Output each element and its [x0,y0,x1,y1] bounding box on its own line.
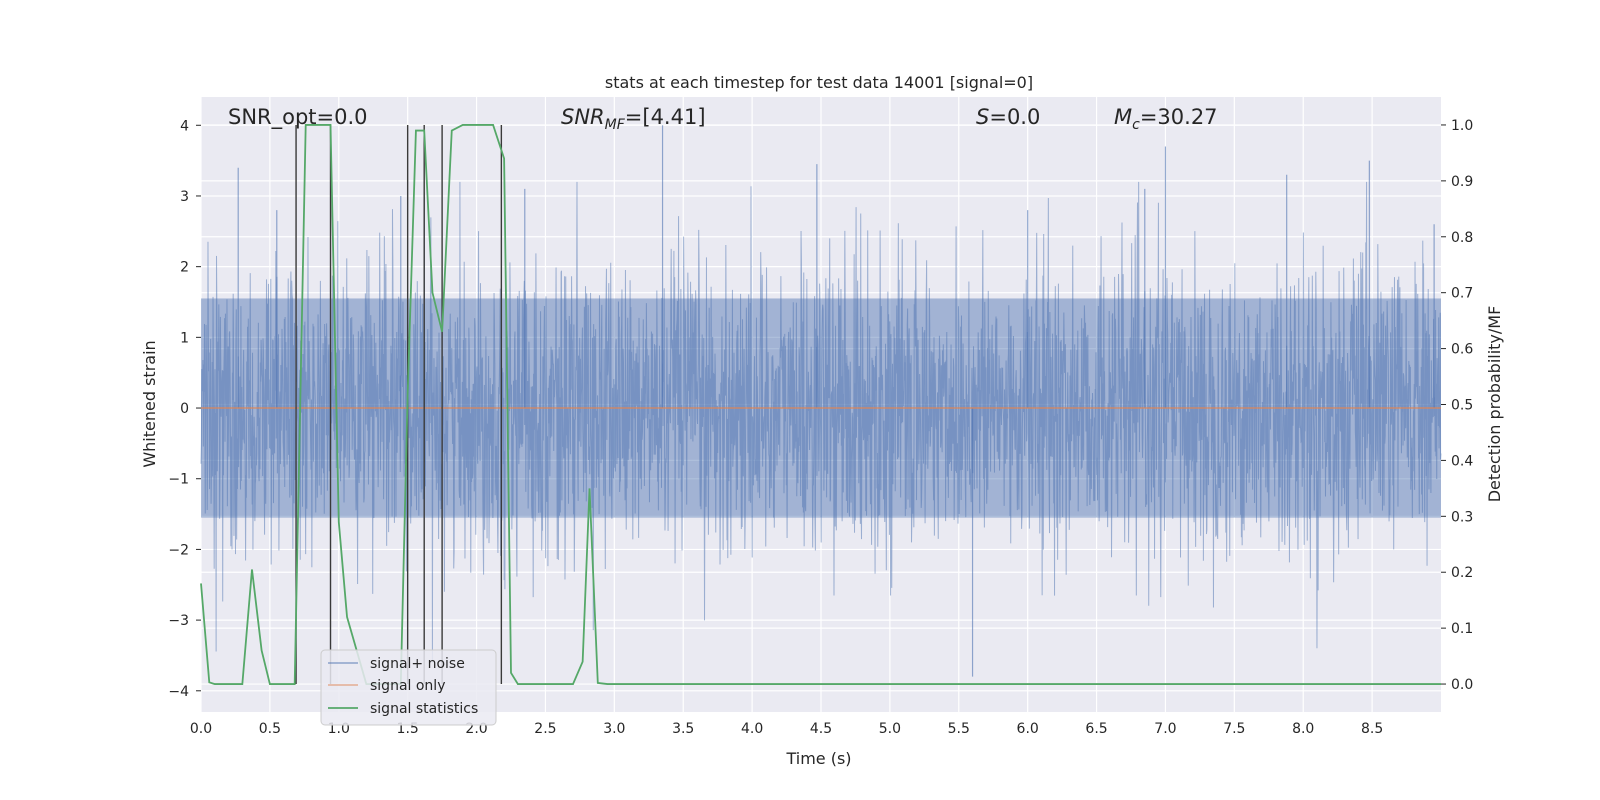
grid [200,97,1441,712]
y-tick-label-left: 4 [180,118,189,134]
detection-markers [295,124,503,685]
y-tick-label-left: −4 [168,684,189,700]
x-tick-label: 2.5 [534,721,556,737]
legend-label-signal-statistics: signal statistics [370,701,478,717]
x-tick-label: 4.5 [810,721,832,737]
x-tick-label: 5.0 [879,721,901,737]
legend: signal+ noise signal only signal statist… [320,649,497,726]
y-tick-label-right: 1.0 [1451,118,1473,134]
y-tick-label-right: 0.0 [1451,677,1473,693]
chart-title: stats at each timestep for test data 140… [605,73,1033,92]
x-tick-label: 4.0 [741,721,763,737]
x-tick-label: 7.0 [1154,721,1176,737]
legend-label-signal-only: signal only [370,678,445,694]
annotation-snr-mf: SNRMF=[4.41] [561,105,706,133]
y-tick-label-left: 1 [180,330,189,346]
x-tick-label: 7.5 [1223,721,1245,737]
y-tick-label-left: −2 [168,542,189,558]
y-tick-label-right: 0.8 [1451,230,1473,246]
x-tick-label: 0.0 [190,721,212,737]
y-tick-label-left: 2 [180,260,189,276]
y-tick-label-right: 0.6 [1451,342,1473,358]
y-axis-label-right: Detection probability/MF [1485,306,1504,503]
y-tick-label-left: 3 [180,189,189,205]
x-tick-label: 0.5 [259,721,281,737]
x-tick-label: 8.0 [1292,721,1314,737]
y-tick-label-right: 0.9 [1451,174,1473,190]
x-axis-label: Time (s) [785,749,851,768]
y-tick-label-right: 0.1 [1451,621,1473,637]
annotation-snr-opt: SNR_opt=0.0 [228,105,368,130]
x-tick-label: 3.0 [603,721,625,737]
legend-label-signal-noise: signal+ noise [370,656,465,672]
y-tick-label-right: 0.5 [1451,398,1473,414]
y-tick-label-right: 0.4 [1451,453,1473,469]
x-tick-label: 3.5 [672,721,694,737]
y-tick-label-left: −1 [168,472,189,488]
y-tick-label-right: 0.3 [1451,509,1473,525]
series-signal-statistics [200,124,1441,685]
annotation-mc: Mc=30.27 [1114,105,1218,133]
y-tick-label-left: −3 [168,613,189,629]
y-tick-label-right: 0.2 [1451,565,1473,581]
y-axis-label-left: Whitened strain [140,340,159,467]
y-tick-label-left: 0 [180,401,189,417]
legend-box [320,649,497,726]
x-tick-label: 6.0 [1017,721,1039,737]
x-tick-label: 6.5 [1085,721,1107,737]
y-tick-label-right: 0.7 [1451,286,1473,302]
x-tick-label: 5.5 [948,721,970,737]
signal-statistics-line [200,124,1441,685]
x-tick-label: 8.5 [1361,721,1383,737]
annotation-s: S=0.0 [976,105,1040,129]
